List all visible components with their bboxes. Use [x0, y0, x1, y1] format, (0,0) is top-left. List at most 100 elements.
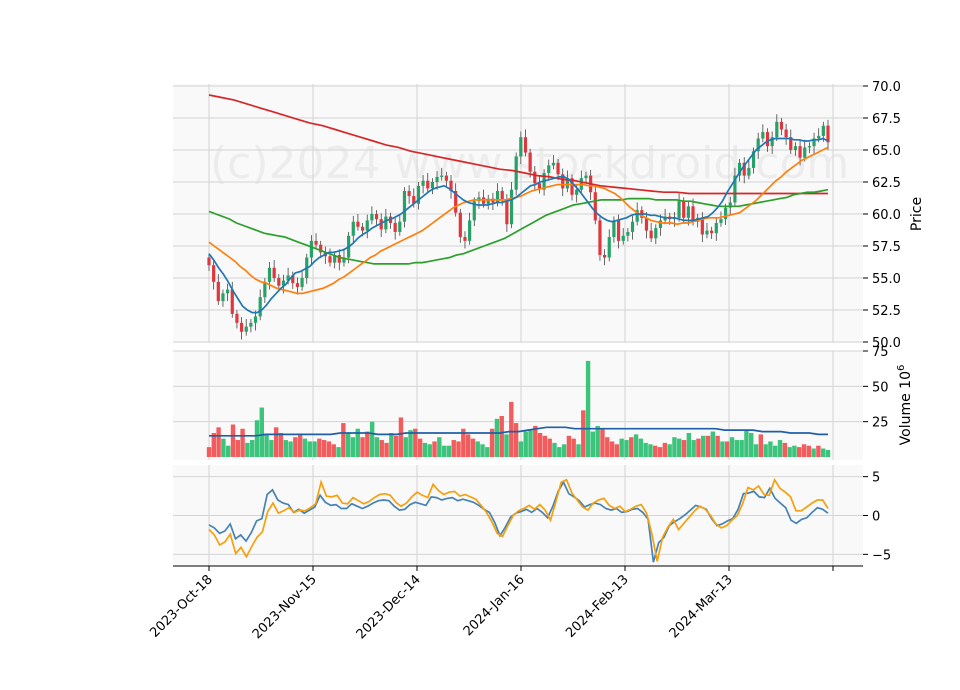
- candle-body: [360, 226, 365, 231]
- price-tick-label: 52.5: [872, 304, 901, 319]
- candle-body: [449, 180, 453, 191]
- candle-body: [356, 221, 360, 227]
- volume-bar: [725, 441, 730, 457]
- volume-bar: [465, 434, 471, 457]
- candle-body: [756, 138, 760, 152]
- candle-body: [319, 244, 323, 253]
- volume-bar: [254, 420, 260, 457]
- volume-bar: [413, 428, 418, 457]
- candle-body: [277, 278, 281, 286]
- volume-bar: [523, 431, 528, 457]
- volume-bar: [369, 421, 375, 457]
- volume-bar: [653, 445, 658, 457]
- volume-bar: [629, 437, 634, 457]
- volume-bar: [326, 441, 332, 457]
- moving-averages: [208, 94, 829, 314]
- ma-slow-line: [208, 188, 829, 265]
- ma-fast-line: [208, 137, 829, 314]
- candle-body: [421, 180, 425, 186]
- oscillator-tick-label: −5: [872, 548, 891, 563]
- volume-bar: [585, 360, 591, 457]
- volume-bar: [331, 444, 336, 457]
- candle-body: [705, 230, 709, 235]
- ma-long-line: [208, 94, 828, 195]
- candle-body: [784, 129, 788, 138]
- volume-bar: [633, 434, 639, 457]
- volume-bar: [600, 428, 605, 457]
- volume-bar: [806, 445, 812, 457]
- volume-bar: [686, 432, 692, 457]
- oscillator-tick-label: 5: [872, 471, 880, 486]
- volume-bar: [821, 448, 826, 457]
- volume-bar: [624, 440, 629, 457]
- volume-bar: [499, 416, 504, 457]
- volume-bar: [489, 428, 495, 457]
- volume-bar: [278, 432, 284, 457]
- volume-bar: [768, 441, 773, 457]
- candle-body: [328, 256, 332, 263]
- candle-body: [207, 257, 211, 266]
- candle-body: [407, 190, 411, 197]
- candle-body: [365, 220, 369, 231]
- candle-body: [295, 283, 300, 287]
- volume-bar: [341, 423, 346, 457]
- volume-tick-label: 50: [872, 380, 889, 395]
- candle-body: [495, 190, 500, 203]
- volume-bar: [552, 442, 557, 457]
- volume-tick-label: 25: [872, 416, 889, 431]
- candle-body: [714, 222, 718, 234]
- candle-body: [216, 281, 220, 302]
- volume-bar: [336, 447, 341, 457]
- volume-bar: [283, 440, 288, 457]
- candle-body: [719, 219, 723, 223]
- candle-body: [402, 190, 407, 222]
- volume-bar: [749, 432, 754, 457]
- volume-bar: [672, 437, 677, 457]
- candle-body: [230, 289, 234, 314]
- volume-bar: [485, 447, 490, 457]
- candle-body: [700, 217, 704, 235]
- candle-body: [267, 267, 272, 282]
- volume-bar: [715, 435, 720, 457]
- volume-bar: [456, 441, 461, 457]
- volume-bar: [825, 449, 831, 457]
- candle-body: [630, 221, 635, 232]
- candle-body: [789, 137, 793, 150]
- candle-body: [677, 201, 681, 218]
- volume-bar: [782, 442, 788, 457]
- volume-bar: [211, 432, 216, 457]
- volume-bar: [734, 440, 740, 457]
- volume-bar: [533, 425, 538, 457]
- oscillator-tick-label: 0: [872, 510, 880, 525]
- volume-bar: [710, 431, 716, 457]
- volume-bar: [240, 428, 245, 457]
- candle-body: [533, 171, 537, 184]
- volume-bars: [206, 360, 831, 457]
- candle-body: [742, 162, 746, 176]
- candle-body: [412, 196, 416, 204]
- volume-bar: [427, 444, 432, 457]
- candle-body: [486, 198, 490, 204]
- candle-body: [384, 216, 388, 230]
- candle-body: [444, 175, 448, 181]
- volume-bar: [576, 444, 581, 457]
- volume-bar: [398, 417, 404, 457]
- candle-body: [342, 257, 346, 263]
- candle-body: [761, 132, 765, 139]
- volume-bar: [417, 438, 423, 457]
- candle-body: [612, 220, 616, 238]
- volume-bar: [701, 435, 706, 457]
- volume-bar: [777, 440, 783, 457]
- candle-body: [649, 230, 653, 239]
- volume-bar: [581, 410, 586, 457]
- volume-bar: [557, 447, 562, 457]
- candle-body: [803, 147, 807, 158]
- candle-body: [286, 275, 290, 281]
- volume-bar: [441, 445, 447, 457]
- price-tick-label: 50.0: [872, 336, 901, 351]
- candle-body: [300, 278, 304, 287]
- volume-bar: [475, 441, 480, 457]
- volume-bar: [720, 441, 725, 457]
- volume-bar: [230, 424, 236, 457]
- candle-body: [710, 230, 714, 234]
